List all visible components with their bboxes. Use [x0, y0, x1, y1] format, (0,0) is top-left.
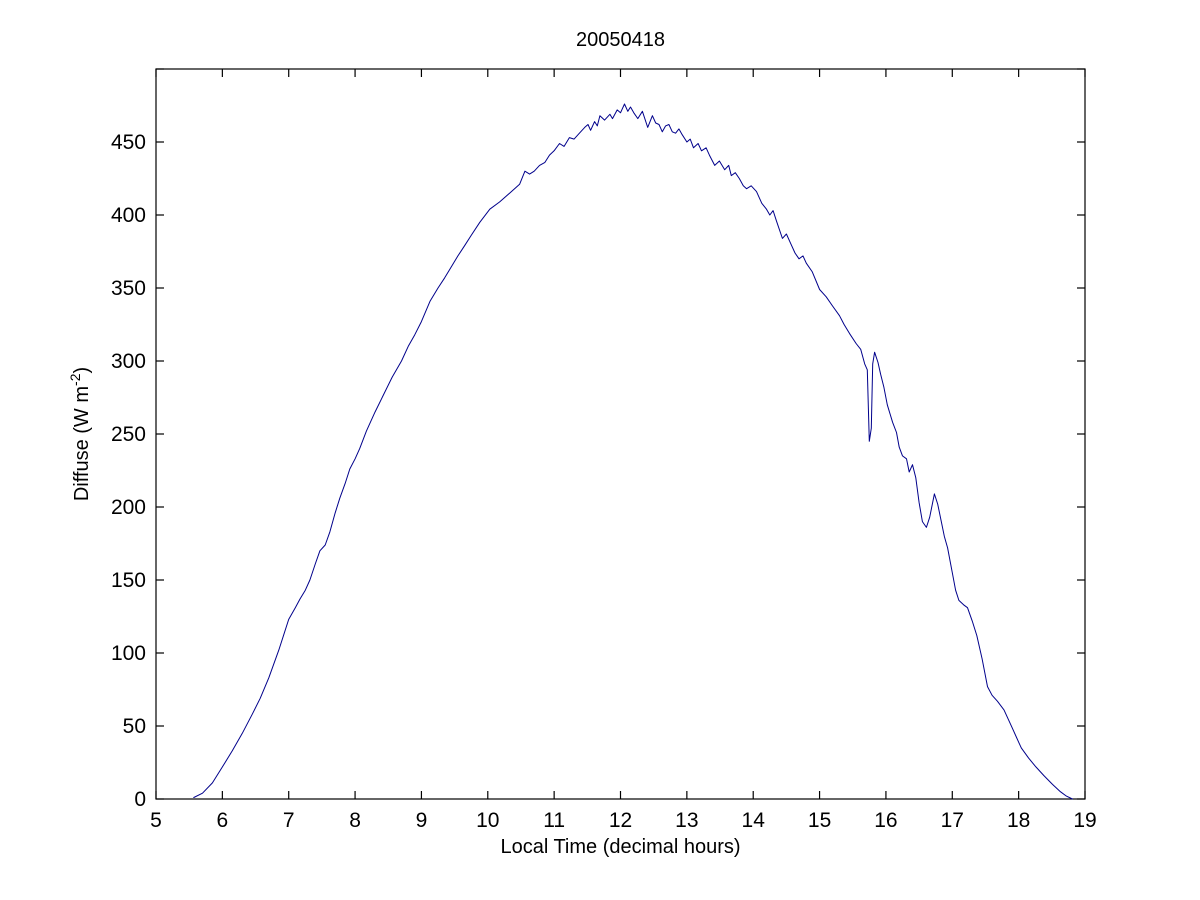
y-tick-label: 450: [111, 131, 146, 154]
x-tick-label: 12: [609, 809, 632, 832]
x-tick-label: 17: [941, 809, 964, 832]
y-tick-label: 150: [111, 569, 146, 592]
x-tick-label: 10: [476, 809, 499, 832]
y-tick-label: 0: [134, 788, 146, 811]
y-tick-label: 250: [111, 423, 146, 446]
axis-ticks: [155, 68, 1086, 800]
x-tick-label: 9: [416, 809, 428, 832]
x-tick-label: 5: [150, 809, 162, 832]
x-tick-label: 19: [1073, 809, 1096, 832]
y-tick-label: 50: [123, 715, 146, 738]
x-tick-label: 13: [675, 809, 698, 832]
y-tick-label: 300: [111, 350, 146, 373]
y-tick-label: 200: [111, 496, 146, 519]
tick-labels: 5 6 7 8 9 10 11 12 13 14 15 16 17 18 19 0 50 100 150 200 250…: [111, 131, 1097, 832]
x-tick-label: 18: [1007, 809, 1030, 832]
y-axis-label: Diffuse (W m-2): [67, 367, 93, 501]
x-tick-label: 7: [283, 809, 295, 832]
axis-titles: 20050418 Local Time (decimal hours) Diffus…: [67, 29, 741, 858]
y-tick-label: 350: [111, 277, 146, 300]
diffuse-series-line: [193, 103, 1073, 800]
y-tick-label: 400: [111, 204, 146, 227]
x-tick-label: 14: [742, 809, 766, 832]
x-tick-label: 16: [874, 809, 897, 832]
axes-frame: [155, 68, 1086, 800]
data-series: [193, 103, 1073, 800]
x-tick-label: 15: [808, 809, 831, 832]
y-tick-label: 100: [111, 642, 146, 665]
x-tick-label: 6: [217, 809, 229, 832]
x-tick-label: 8: [349, 809, 361, 832]
x-tick-label: 11: [543, 809, 565, 832]
chart-title: 20050418: [576, 29, 665, 51]
x-axis-label: Local Time (decimal hours): [500, 836, 740, 858]
plot-box: [155, 68, 1086, 800]
